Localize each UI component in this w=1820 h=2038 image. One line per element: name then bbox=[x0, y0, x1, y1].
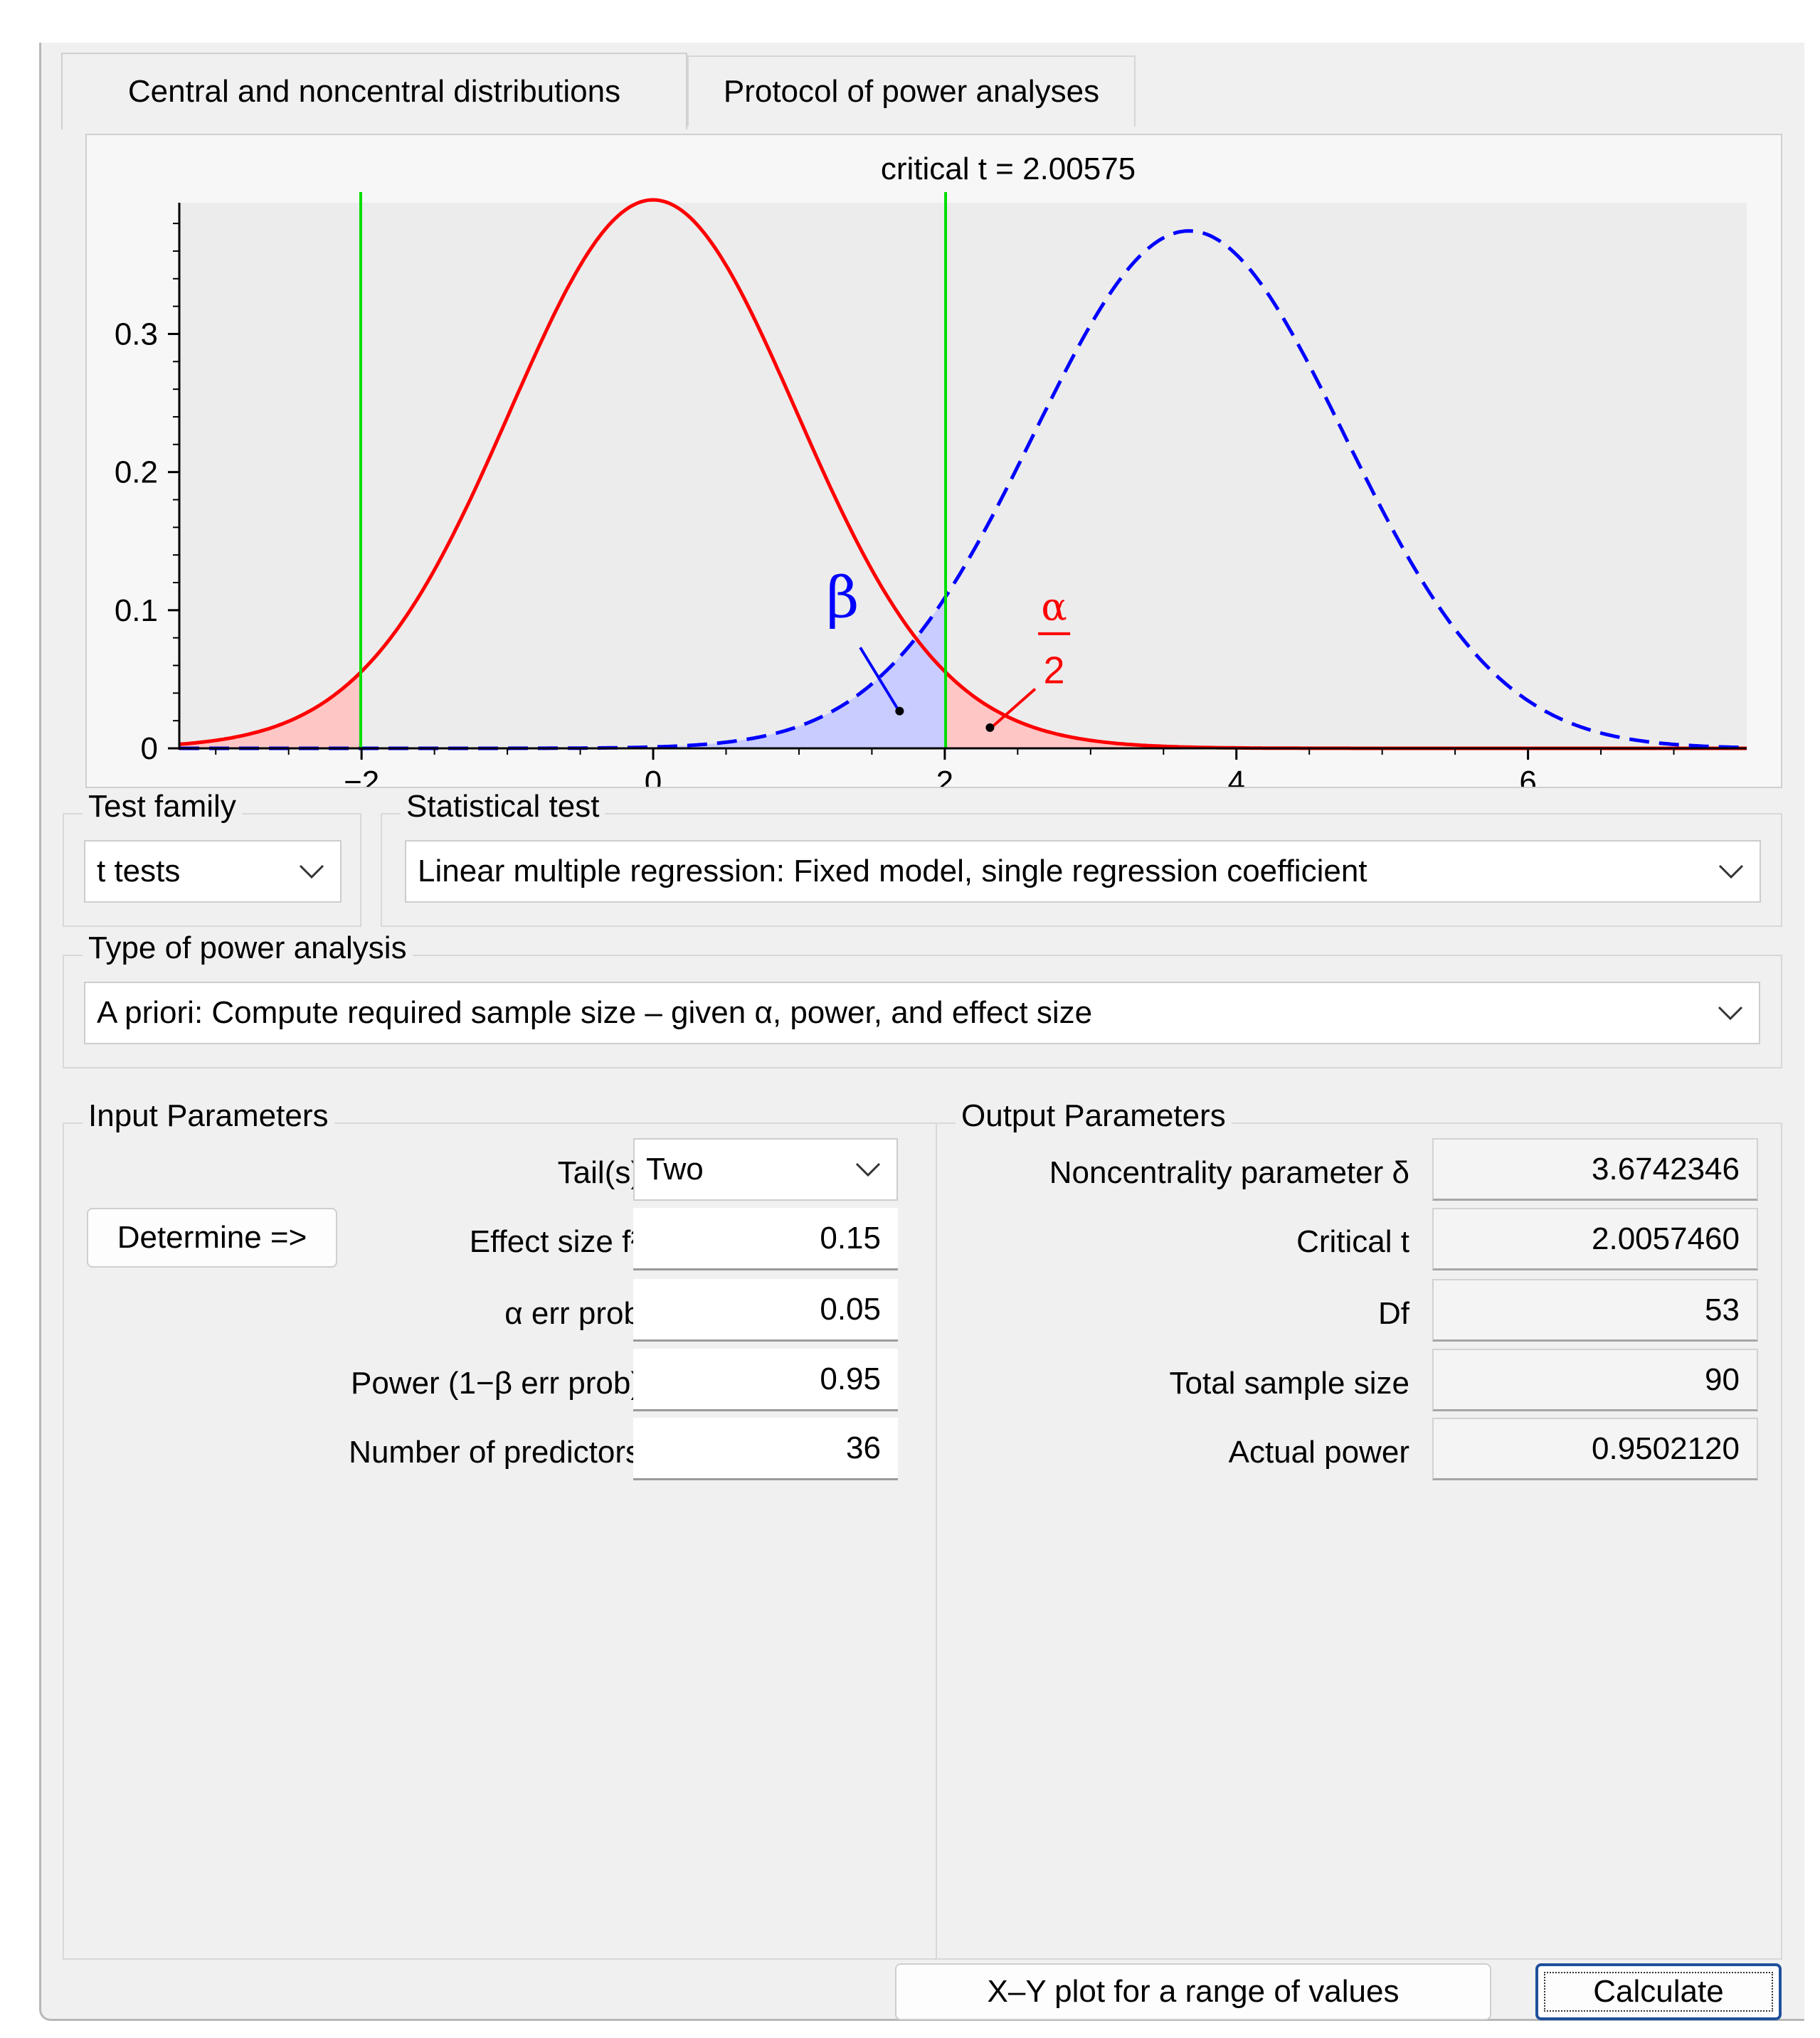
beta-label: β bbox=[826, 565, 859, 631]
beta-pointer bbox=[859, 647, 900, 711]
statistical-test-select[interactable]: Linear multiple regression: Fixed model,… bbox=[405, 840, 1761, 903]
power-label: Power (1−β err prob) bbox=[350, 1366, 641, 1401]
effect-size-input[interactable]: 0.15 bbox=[633, 1208, 898, 1270]
alpha-left-tail-area bbox=[179, 672, 361, 748]
alpha-half-denominator: 2 bbox=[1044, 649, 1065, 692]
x-tick-label: −2 bbox=[344, 765, 379, 787]
chevron-down-icon bbox=[299, 864, 324, 879]
critical-t-label: Critical t bbox=[1296, 1224, 1409, 1259]
statistical-test-group: Statistical test Linear multiple regress… bbox=[381, 789, 1782, 927]
alpha-right-tail-area bbox=[946, 672, 1747, 748]
tab-protocol-of-power-analyses[interactable]: Protocol of power analyses bbox=[687, 55, 1136, 127]
plot-area bbox=[179, 203, 1747, 748]
input-parameters-group: Input Parameters Tail(s) Two Determine =… bbox=[63, 1098, 945, 1960]
beta-pointer-dot bbox=[895, 706, 904, 716]
focus-ring bbox=[1544, 1972, 1773, 2012]
number-of-predictors-label: Number of predictors bbox=[349, 1435, 641, 1470]
tails-label: Tail(s) bbox=[557, 1155, 641, 1190]
tab-central-noncentral-distributions[interactable]: Central and noncentral distributions bbox=[61, 53, 687, 129]
y-tick-label: 0 bbox=[141, 731, 158, 766]
chevron-down-icon bbox=[855, 1162, 881, 1177]
statistical-test-value: Linear multiple regression: Fixed model,… bbox=[418, 854, 1367, 888]
noncentrality-parameter-value: 3.6742346 bbox=[1432, 1138, 1758, 1201]
power-input[interactable]: 0.95 bbox=[633, 1349, 898, 1411]
total-sample-size-label: Total sample size bbox=[1169, 1366, 1409, 1401]
power-analysis-type-select[interactable]: A priori: Compute required sample size –… bbox=[84, 982, 1760, 1044]
alpha-pointer bbox=[992, 688, 1037, 728]
calculate-button[interactable]: Calculate bbox=[1535, 1963, 1782, 2020]
distribution-chart-panel: −2 0 2 4 6 0 0.1 0.2 0.3 β α 2 critical t = 2.0057… bbox=[85, 134, 1782, 788]
number-of-predictors-input[interactable]: 36 bbox=[633, 1418, 898, 1480]
alpha-pointer-dot bbox=[985, 723, 995, 732]
df-value: 53 bbox=[1432, 1279, 1758, 1342]
y-tick-label: 0.1 bbox=[115, 593, 158, 628]
y-tick-label: 0.3 bbox=[115, 317, 158, 351]
noncentral-distribution-curve bbox=[179, 229, 1747, 750]
alpha-err-prob-input[interactable]: 0.05 bbox=[633, 1279, 898, 1342]
output-parameters-title: Output Parameters bbox=[956, 1098, 1232, 1134]
total-sample-size-value: 90 bbox=[1432, 1349, 1758, 1411]
test-family-group: Test family t tests bbox=[63, 789, 361, 927]
power-analysis-type-value: A priori: Compute required sample size –… bbox=[97, 995, 1093, 1030]
actual-power-label: Actual power bbox=[1228, 1435, 1409, 1470]
x-tick-label: 0 bbox=[645, 765, 662, 787]
calculate-label: Calculate bbox=[1593, 1974, 1724, 2009]
x-tick-label: 4 bbox=[1228, 765, 1245, 787]
chevron-down-icon bbox=[1718, 864, 1744, 879]
test-family-value: t tests bbox=[97, 854, 181, 888]
output-parameters-group: Output Parameters Noncentrality paramete… bbox=[936, 1098, 1782, 1960]
distribution-chart: −2 0 2 4 6 0 0.1 0.2 0.3 β α 2 critical t = 2.0057… bbox=[115, 152, 1747, 787]
test-family-title: Test family bbox=[83, 789, 242, 824]
actual-power-value: 0.9502120 bbox=[1432, 1418, 1758, 1480]
noncentrality-parameter-label: Noncentrality parameter δ bbox=[1049, 1155, 1409, 1190]
beta-area bbox=[179, 596, 946, 748]
alpha-err-prob-label: α err prob bbox=[504, 1296, 641, 1331]
alpha-half-numerator: α bbox=[1041, 584, 1067, 629]
statistical-test-title: Statistical test bbox=[401, 789, 605, 824]
effect-size-label: Effect size f² bbox=[469, 1224, 641, 1259]
tails-value: Two bbox=[646, 1152, 704, 1187]
test-family-select[interactable]: t tests bbox=[84, 840, 342, 903]
power-analysis-type-title: Type of power analysis bbox=[83, 930, 413, 966]
x-tick-label: 2 bbox=[936, 765, 953, 787]
y-tick-label: 0.2 bbox=[115, 455, 158, 490]
critical-t-value: 2.0057460 bbox=[1432, 1208, 1758, 1270]
x-tick-label: 6 bbox=[1519, 765, 1536, 787]
determine-button[interactable]: Determine => bbox=[87, 1208, 337, 1268]
tails-select[interactable]: Two bbox=[633, 1138, 898, 1201]
chevron-down-icon bbox=[1718, 1006, 1743, 1020]
input-parameters-title: Input Parameters bbox=[83, 1098, 334, 1134]
power-analysis-type-group: Type of power analysis A priori: Compute… bbox=[63, 930, 1782, 1068]
chart-title: critical t = 2.00575 bbox=[881, 152, 1136, 186]
xy-plot-button[interactable]: X–Y plot for a range of values bbox=[895, 1963, 1491, 2020]
df-label: Df bbox=[1378, 1296, 1409, 1331]
gpower-window: Central and noncentral distributions Pro… bbox=[39, 43, 1804, 2021]
